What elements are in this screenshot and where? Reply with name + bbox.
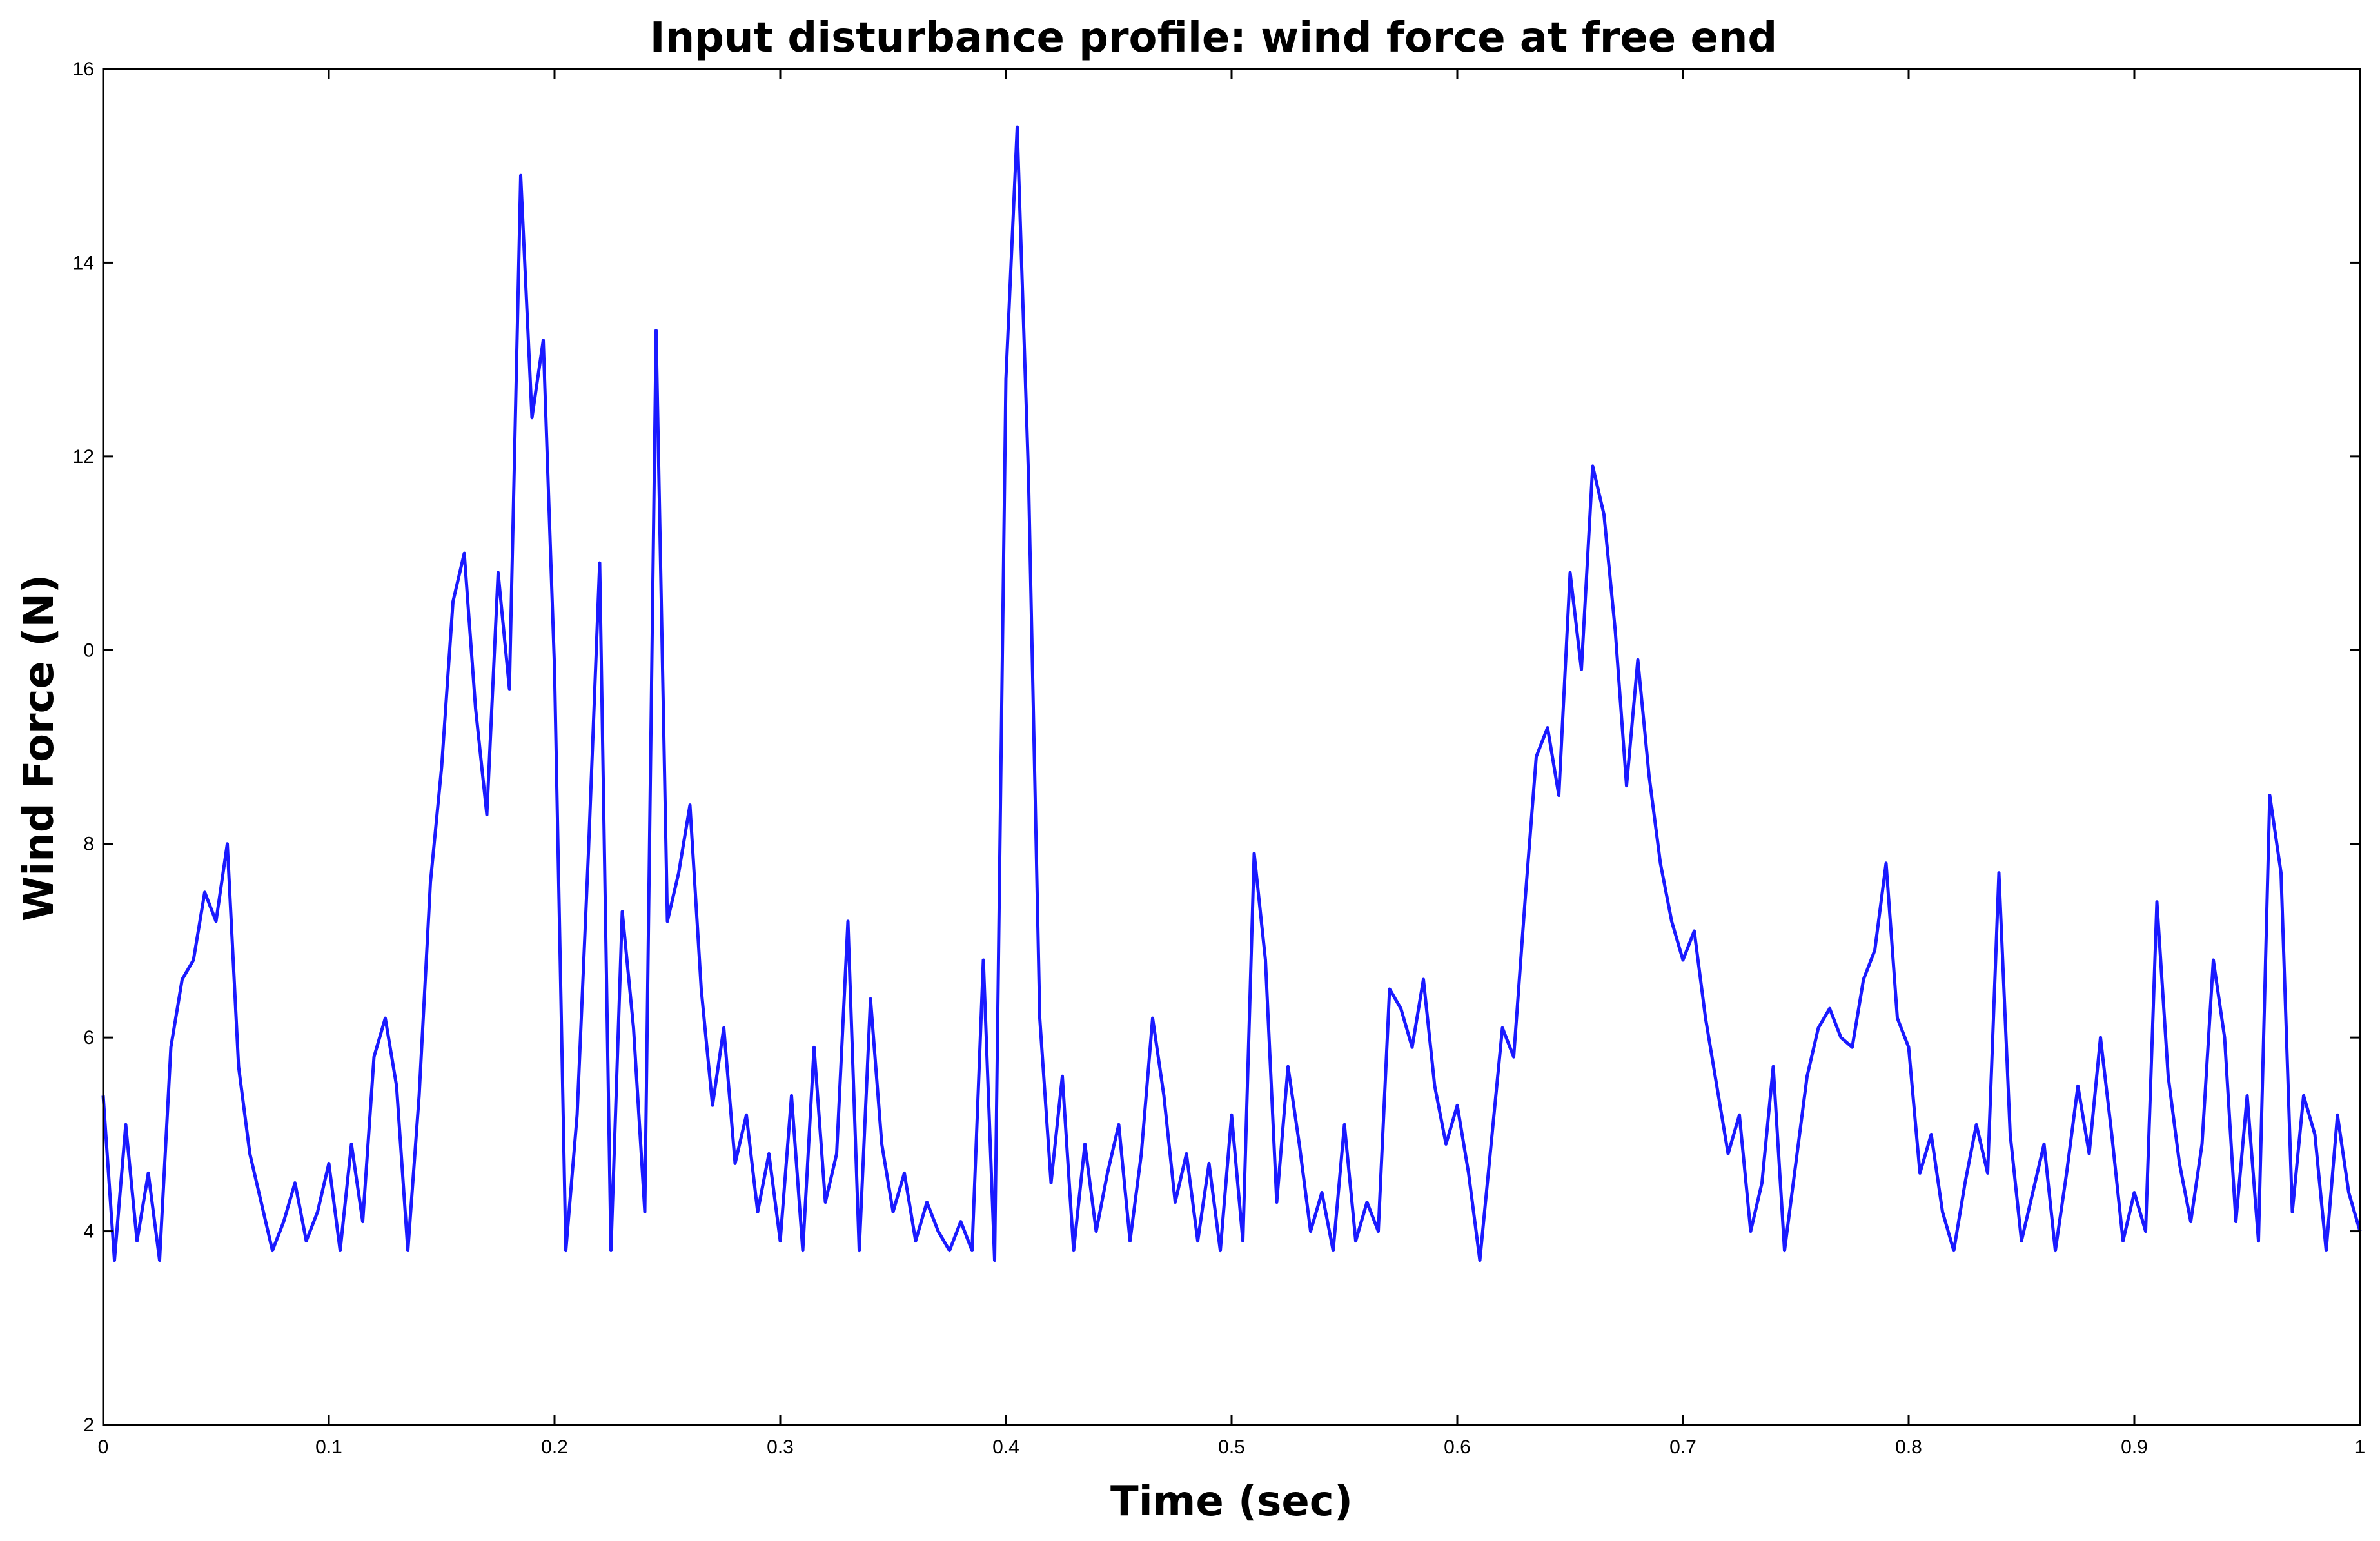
y-tick-label: 2: [83, 1415, 94, 1436]
x-tick-label: 0.8: [1895, 1437, 1922, 1458]
y-axis-label: Wind Force (N): [15, 574, 63, 922]
wind-force-series-line: [101, 125, 2362, 1262]
y-tick-label: 8: [83, 834, 94, 855]
plot-layer: [101, 125, 2362, 1262]
x-axis-label: Time (sec): [1110, 1478, 1353, 1526]
x-tick-label: 0.4: [992, 1437, 1019, 1458]
x-tick-label: 0.2: [541, 1437, 568, 1458]
y-tick-label: 12: [73, 446, 94, 467]
y-tick-label: 16: [73, 59, 94, 80]
x-tick-label: 0.3: [767, 1437, 794, 1458]
y-tick-label: 4: [83, 1221, 94, 1242]
y-tick-label: 0: [83, 640, 94, 661]
x-tick-label: 0.1: [315, 1437, 342, 1458]
y-tick-label: 14: [73, 252, 94, 273]
x-tick-label: 0.7: [1669, 1437, 1696, 1458]
x-tick-label: 0.9: [2121, 1437, 2148, 1458]
chart-title: Input disturbance profile: wind force at…: [650, 14, 1777, 62]
x-tick-label: 0.6: [1444, 1437, 1471, 1458]
x-tick-label: 1: [2355, 1437, 2366, 1458]
y-tick-label: 6: [83, 1027, 94, 1048]
x-tick-label: 0: [98, 1437, 109, 1458]
x-axis-ticks: 0 0.1 0.2 0.3 0.4 0.5 0.6 0.7 0.8 0.9 1: [98, 69, 2366, 1458]
y-axis-ticks: 2 4 6 8 0 12 14 16: [73, 59, 2360, 1436]
x-tick-label: 0.5: [1218, 1437, 1245, 1458]
